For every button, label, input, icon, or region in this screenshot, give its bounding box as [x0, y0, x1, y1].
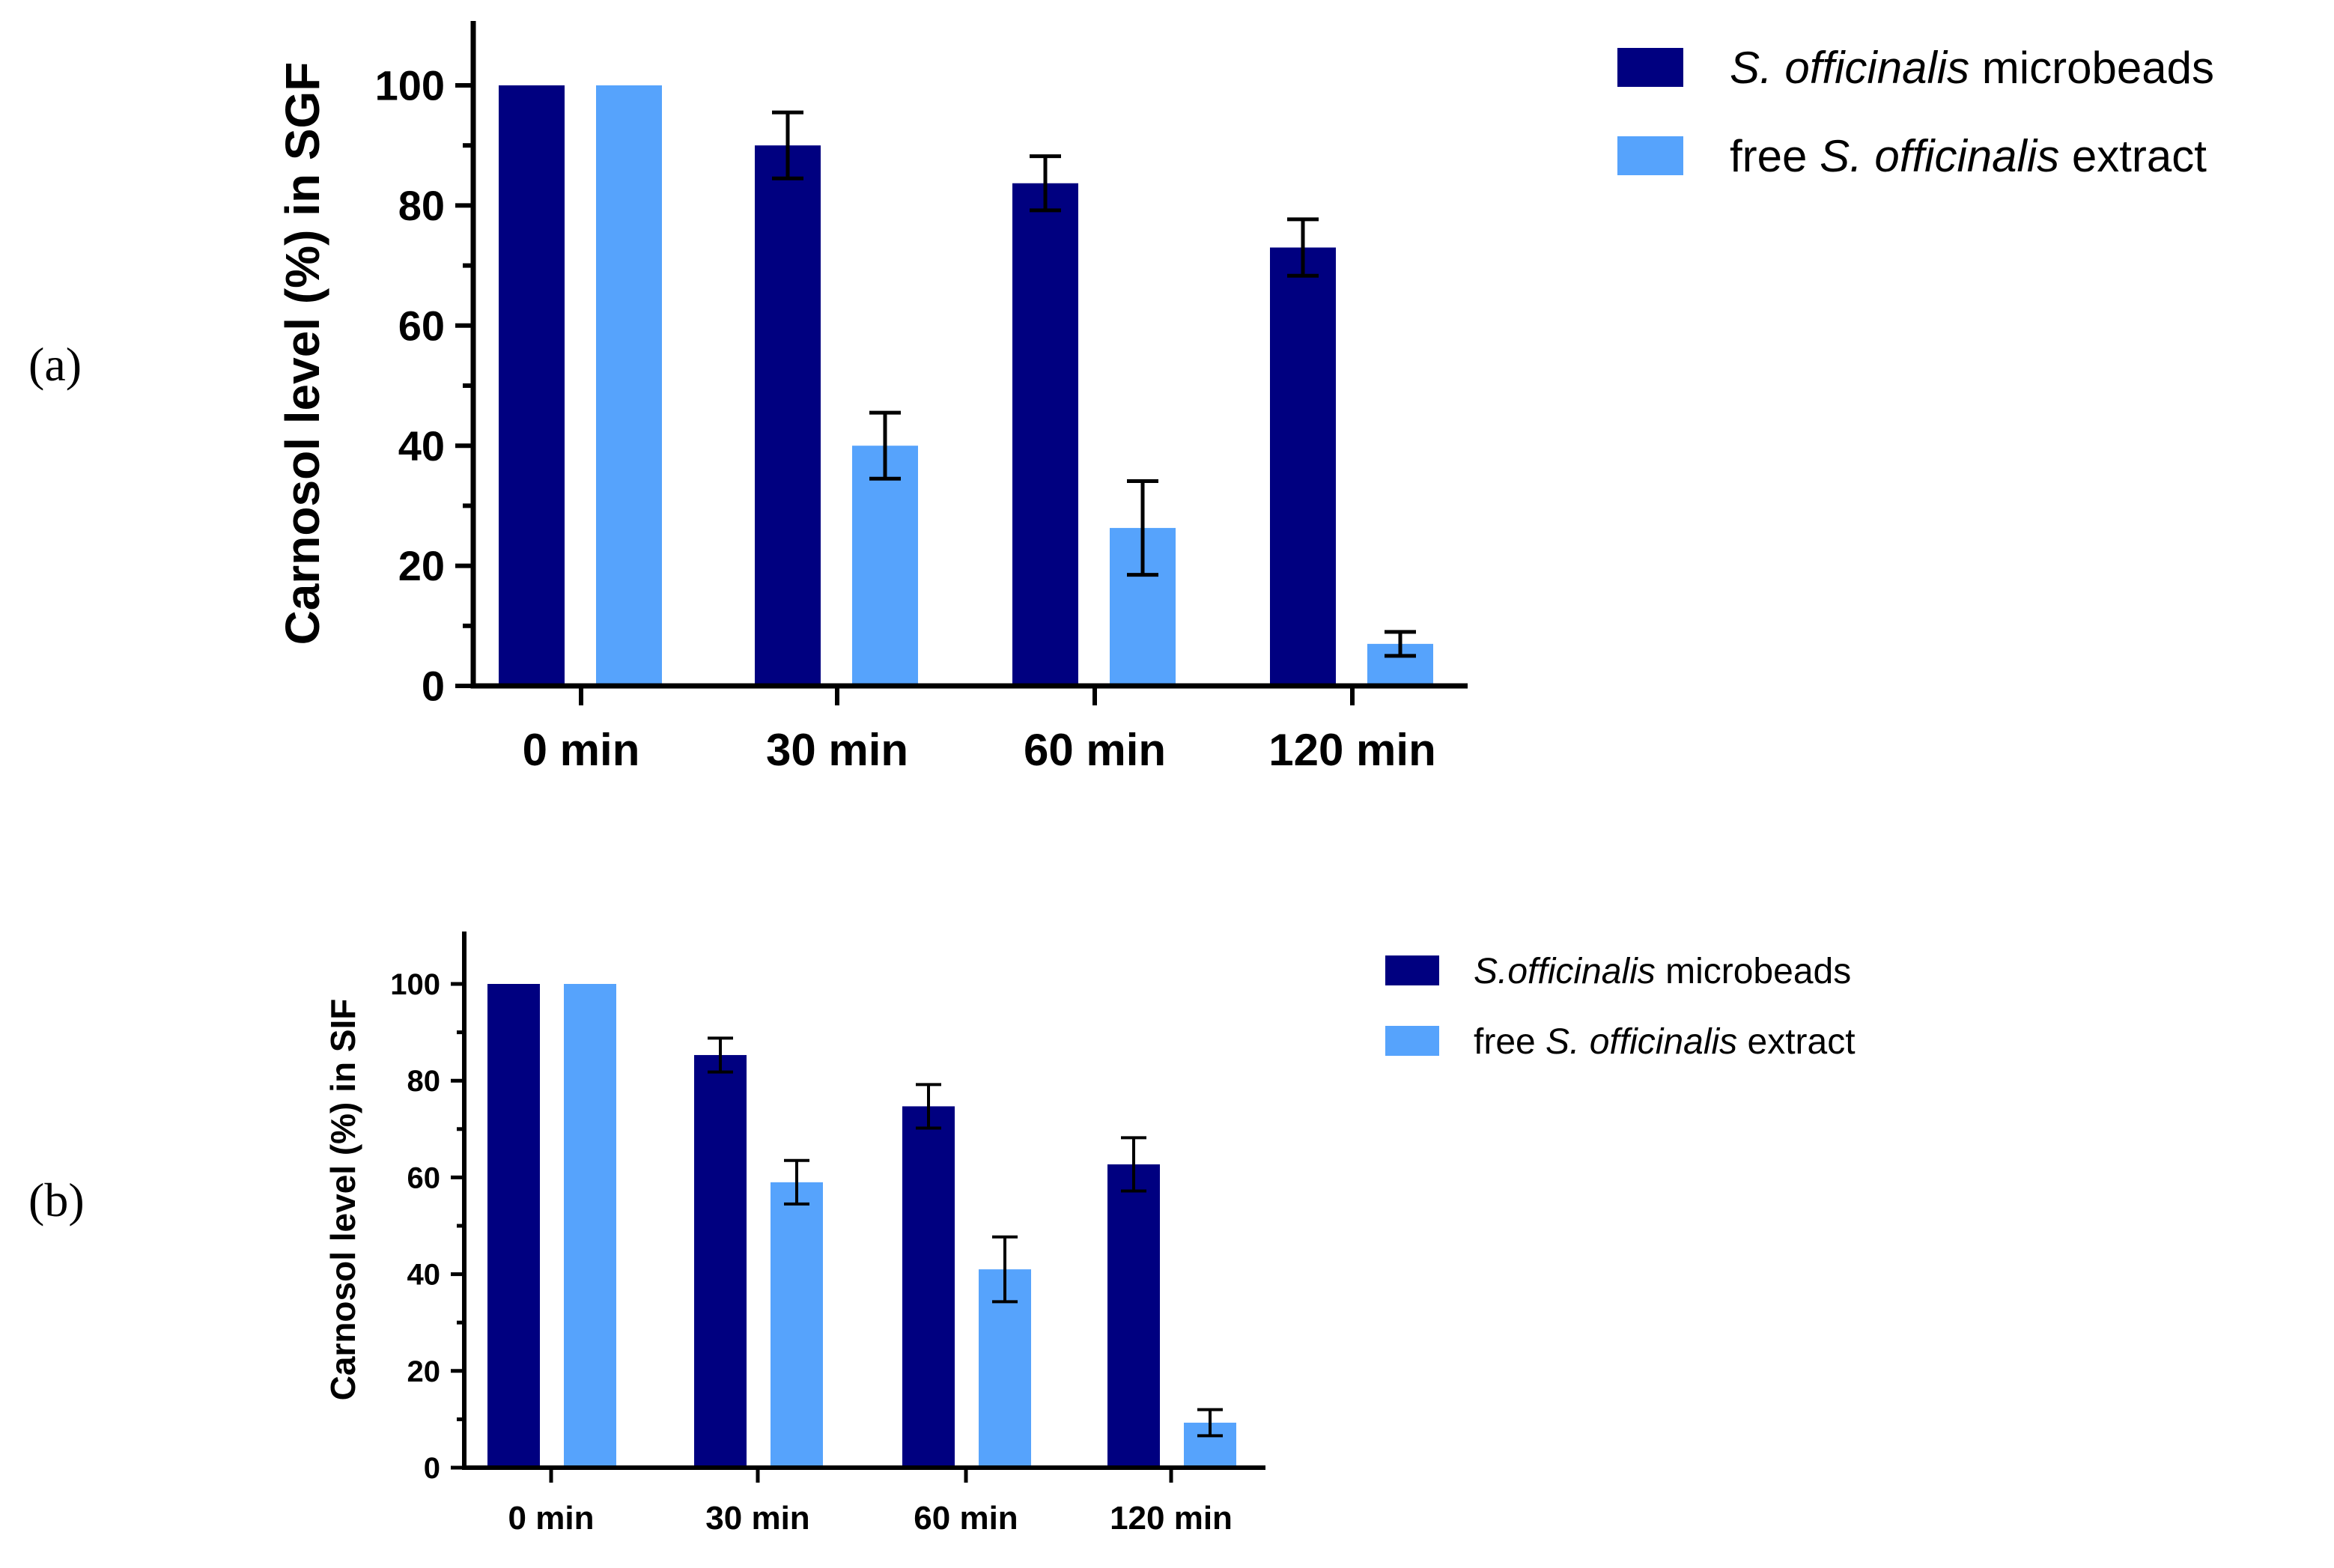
legend-text-rest: microbeads: [1656, 952, 1851, 991]
y-tick-label: 60: [398, 302, 445, 349]
legend-text-prefix: free: [1474, 1022, 1546, 1062]
bar-free-extract-0: [564, 984, 616, 1468]
legend-text-italic: S. officinalis: [1730, 43, 1969, 93]
legend-label-microbeads: S.officinalis microbeads: [1474, 952, 1851, 991]
bar-free-extract-1: [852, 446, 918, 686]
y-tick-label: 100: [390, 968, 440, 1001]
legend-label-free-extract: free S. officinalis extract: [1730, 131, 2207, 181]
legend-label-free-extract: free S. officinalis extract: [1474, 1022, 1856, 1062]
x-tick-label: 0 min: [523, 725, 640, 775]
bar-microbeads-1: [694, 1054, 747, 1468]
y-tick-label: 80: [398, 182, 445, 229]
y-tick-label: 40: [398, 422, 445, 470]
legend-text-italic: S. officinalis: [1546, 1022, 1737, 1062]
bar-microbeads-3: [1107, 1164, 1160, 1468]
x-tick-label: 120 min: [1110, 1500, 1233, 1537]
y-tick-label: 20: [398, 542, 445, 589]
legend-text-rest: extract: [1737, 1022, 1855, 1062]
bar-microbeads-1: [755, 145, 821, 686]
y-tick-label: 60: [407, 1161, 441, 1194]
x-tick-label: 30 min: [766, 725, 908, 775]
y-tick-label: 80: [407, 1065, 441, 1098]
y-tick-label: 100: [375, 62, 445, 109]
y-tick-label: 40: [407, 1259, 441, 1292]
bar-microbeads-2: [1012, 183, 1078, 686]
x-tick-label: 0 min: [508, 1500, 595, 1537]
bar-microbeads-3: [1270, 247, 1336, 686]
legend-text-rest: microbeads: [1969, 43, 2214, 93]
bar-free-extract-0: [596, 85, 662, 686]
x-tick-label: 120 min: [1268, 725, 1435, 775]
y-axis-label: Carnosol level (%) in SIF: [323, 999, 362, 1401]
legend-text-rest: extract: [2059, 131, 2207, 181]
bar-microbeads-2: [902, 1106, 955, 1468]
bar-free-extract-1: [771, 1182, 823, 1468]
y-tick-label: 20: [407, 1355, 441, 1388]
y-tick-label: 0: [424, 1452, 440, 1485]
x-tick-label: 30 min: [705, 1500, 809, 1537]
legend-label-microbeads: S. officinalis microbeads: [1730, 43, 2214, 93]
bar-microbeads-0: [487, 984, 540, 1468]
panel-label: (b): [28, 1173, 85, 1227]
y-tick-label: 0: [422, 663, 445, 710]
chart-b: (b) 0 20 40 60 80 100 0 min 30 min 60 min 120 min C…: [28, 932, 1856, 1537]
x-tick-label: 60 min: [914, 1500, 1018, 1537]
legend-swatch-free-extract: [1617, 136, 1683, 175]
y-axis-label: Carnosol level (%) in SGF: [276, 62, 329, 645]
bar-microbeads-0: [499, 85, 565, 686]
legend-text-prefix: free: [1730, 131, 1820, 181]
chart-a: (a) 0 20 40 60 80 100 0 min 30 min 60 min 120 min C…: [28, 21, 2214, 775]
legend-swatch-microbeads: [1385, 955, 1439, 985]
legend-text-italic: S.officinalis: [1474, 952, 1656, 991]
legend-swatch-free-extract: [1385, 1026, 1439, 1056]
legend-swatch-microbeads: [1617, 48, 1683, 87]
panel-label: (a): [28, 338, 82, 391]
legend-text-italic: S. officinalis: [1820, 131, 2059, 181]
x-tick-label: 60 min: [1024, 725, 1166, 775]
